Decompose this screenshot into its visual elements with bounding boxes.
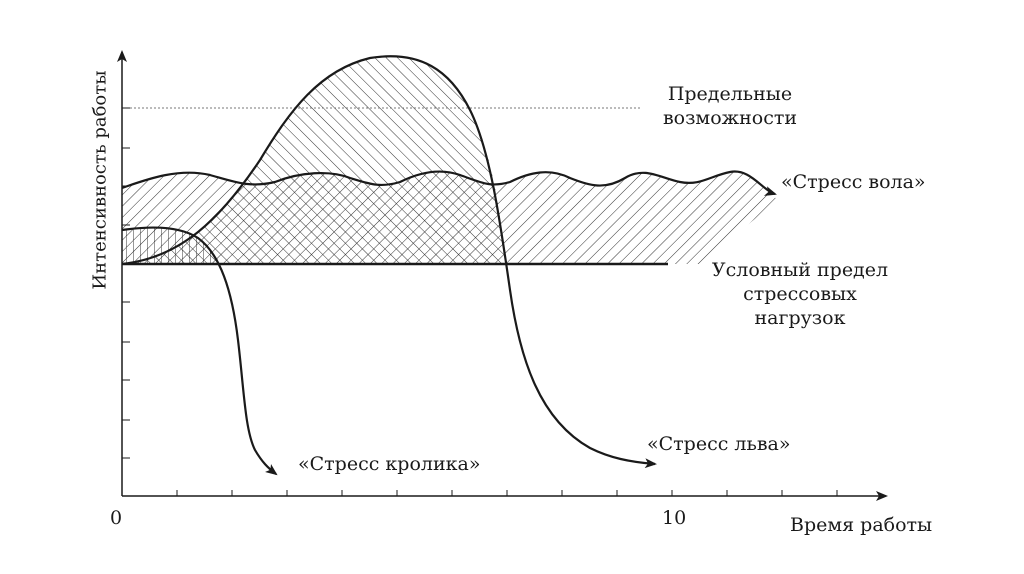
stress-limit-line2: стрессовых (743, 283, 857, 305)
ox-stress-label: «Стресс вола» (781, 171, 926, 193)
x-tick-10-label: 10 (662, 507, 687, 529)
x-ticks (176, 490, 838, 496)
lion-stress-label: «Стресс льва» (647, 433, 791, 455)
rabbit-stress-curve (121, 226, 278, 476)
max-capacity-line2: возможности (662, 107, 798, 129)
lion-stress-area (122, 56, 505, 265)
rabbit-stress-label: «Стресс кролика» (298, 453, 481, 475)
max-capacity-label: Предельные возможности (640, 82, 820, 130)
lion-stress-curve (121, 55, 657, 469)
stress-limit-line1: Условный предел (711, 259, 889, 281)
y-axis-label: Интенсивность работы (89, 70, 111, 290)
stress-limit-label: Условный предел стрессовых нагрузок (690, 258, 910, 330)
max-capacity-line1: Предельные (667, 83, 793, 105)
x-axis-label: Время работы (790, 514, 933, 536)
y-ticks (122, 107, 130, 459)
stress-limit-line3: нагрузок (754, 307, 846, 329)
ox-stress-curve (121, 170, 777, 196)
x-origin-label: 0 (110, 507, 123, 529)
